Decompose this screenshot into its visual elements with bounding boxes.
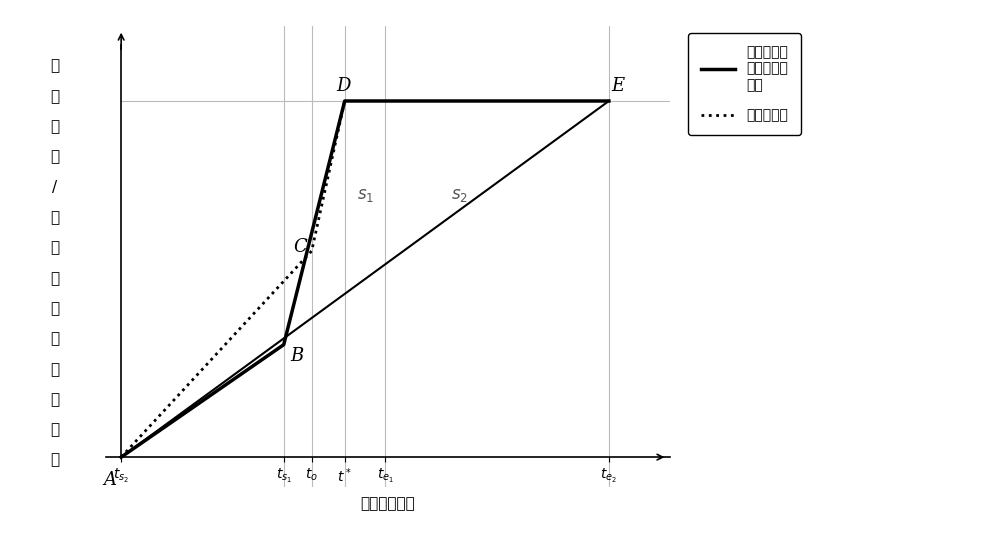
Text: 达: 达 (50, 149, 60, 165)
Legend: 基于停车时
长停车费调
控下, 不收停车费: 基于停车时 长停车费调 控下, 不收停车费 (688, 33, 801, 135)
Text: 数: 数 (50, 361, 60, 377)
Text: 到: 到 (50, 119, 60, 134)
Text: 辆: 辆 (50, 331, 60, 347)
Text: 离: 离 (50, 210, 60, 225)
Text: C: C (294, 238, 307, 256)
Text: 车: 车 (50, 301, 60, 316)
X-axis label: 时间（小时）: 时间（小时） (361, 496, 415, 511)
Text: $s_2$: $s_2$ (451, 186, 468, 204)
Text: A: A (103, 471, 116, 489)
Text: D: D (336, 77, 351, 95)
Text: 积: 积 (50, 89, 60, 104)
Text: 辆: 辆 (50, 422, 60, 437)
Text: （: （ (50, 392, 60, 407)
Text: ）: ） (50, 452, 60, 468)
Text: E: E (611, 77, 625, 95)
Text: 累: 累 (50, 58, 60, 74)
Text: 开: 开 (50, 240, 60, 256)
Text: B: B (290, 347, 303, 365)
Text: /: / (52, 180, 58, 195)
Text: 的: 的 (50, 271, 60, 286)
Text: $s_1$: $s_1$ (357, 186, 374, 204)
